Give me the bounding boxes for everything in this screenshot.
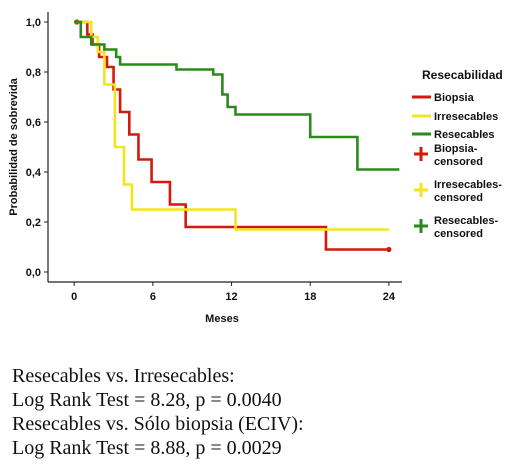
x-tick-label: 12 [225, 291, 237, 303]
y-tick-label: 0,8 [26, 67, 41, 79]
legend-title: Resecabilidad [422, 68, 503, 82]
x-tick-label: 0 [71, 291, 77, 303]
chart-svg: 0,0 0,2 0,4 0,6 0,8 1,0 0 6 12 18 24 Meses Probabili… [8, 12, 503, 325]
x-tick-label: 6 [150, 291, 156, 303]
legend-label: Resecables [434, 129, 495, 141]
y-tick-label: 0,2 [26, 217, 41, 229]
stats-line-2: Log Rank Test = 8.28, p = 0.0040 [12, 389, 282, 411]
stats-line-1: Resecables vs. Irresecables: [12, 365, 235, 387]
x-tick-label: 18 [304, 291, 316, 303]
stats-line-3: Resecables vs. Sólo biopsia (ECIV): [12, 413, 304, 435]
y-tick-label: 0,0 [26, 267, 41, 279]
y-tick-label: 1,0 [26, 17, 41, 29]
series-line-irresecables [74, 20, 389, 231]
y-axis-title: Probabilidad de sobrevida [8, 77, 20, 215]
series-line-resecables [74, 20, 400, 171]
stats-line-4: Log Rank Test = 8.88, p = 0.0029 [12, 437, 282, 459]
log-rank-statistics: Resecables vs. Irresecables: Log Rank Te… [12, 364, 502, 460]
legend-label: Resecables-censored [434, 215, 499, 240]
legend-label: Biopsia-censored [434, 143, 483, 168]
y-tick-label: 0,4 [26, 167, 42, 179]
x-axis-title: Meses [205, 313, 239, 325]
kaplan-meier-chart: 0,0 0,2 0,4 0,6 0,8 1,0 0 6 12 18 24 Meses Probabili… [8, 12, 503, 325]
legend-label: Irresecables-censored [434, 179, 502, 204]
censor-mark-biopsia [386, 246, 392, 253]
legend-label: Irresecables [434, 111, 498, 123]
legend-label: Biopsia [434, 92, 475, 104]
y-tick-label: 0,6 [26, 117, 41, 129]
x-tick-label: 24 [383, 291, 396, 303]
